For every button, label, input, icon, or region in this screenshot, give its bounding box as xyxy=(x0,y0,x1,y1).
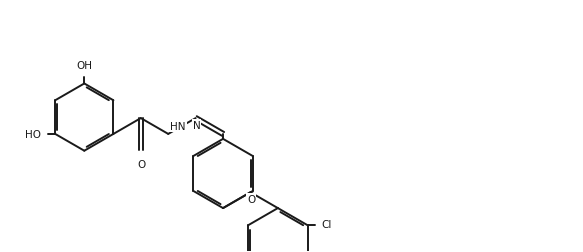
Text: N: N xyxy=(193,120,201,131)
Text: Cl: Cl xyxy=(322,219,332,230)
Text: OH: OH xyxy=(76,60,92,70)
Text: O: O xyxy=(247,195,255,204)
Text: HO: HO xyxy=(25,129,41,139)
Text: O: O xyxy=(138,159,146,169)
Text: HN: HN xyxy=(170,121,186,132)
